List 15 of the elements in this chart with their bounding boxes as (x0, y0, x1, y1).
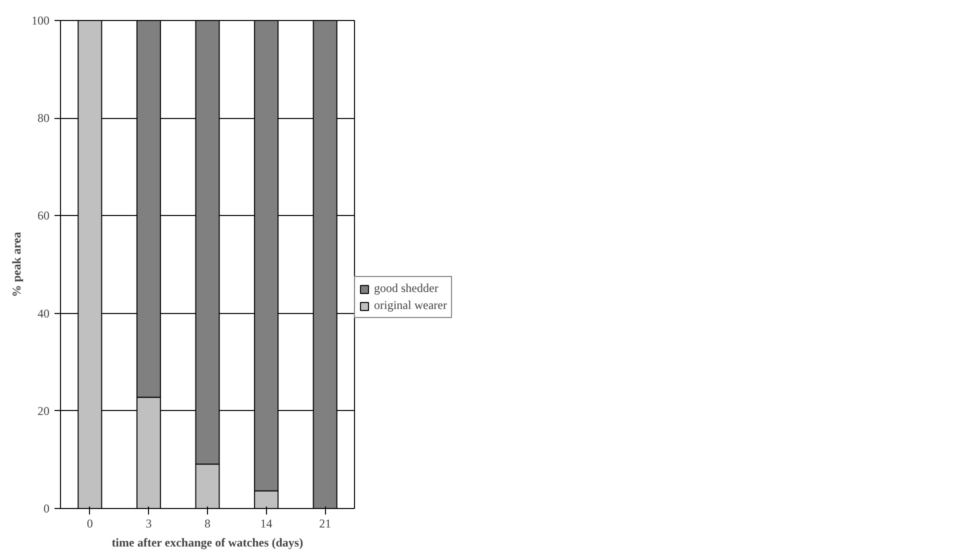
y-tick-label: 60 (38, 208, 50, 223)
y-tick-label: 40 (38, 306, 50, 320)
legend-label: good shedder (374, 281, 438, 296)
y-tick-label: 80 (38, 111, 50, 126)
x-tick-label: 8 (204, 516, 210, 530)
x-tick-label: 21 (319, 516, 332, 530)
y-tick-label: 100 (32, 14, 50, 28)
legend-label: original wearer (374, 298, 447, 313)
y-axis-title: % peak area (10, 232, 24, 298)
x-tick-label: 0 (86, 516, 93, 530)
x-tick-label: 3 (146, 516, 152, 530)
y-tick-label: 20 (38, 404, 50, 418)
x-axis-title: time after exchange of watches (days) (112, 536, 304, 550)
y-tick-label: 0 (44, 502, 50, 516)
x-tick-label: 14 (260, 516, 272, 530)
